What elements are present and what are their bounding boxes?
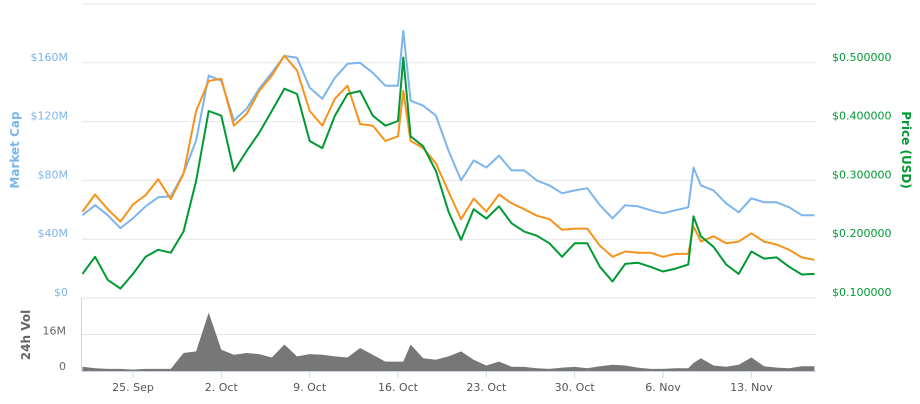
market-cap-axis: $0 $40M $80M $120M $160M xyxy=(31,51,69,299)
market-cap-tick-label: $120M xyxy=(31,110,69,123)
price-usd-line xyxy=(81,56,815,290)
volume-tick-label: 0 xyxy=(59,360,66,373)
market-cap-tick-label: $160M xyxy=(31,51,69,64)
x-tick-label: 30. Oct xyxy=(555,381,596,394)
x-tick-label: 6. Nov xyxy=(645,381,681,394)
market-cap-axis-title: Market Cap xyxy=(8,111,22,189)
x-axis: 25. Sep 2. Oct 9. Oct 16. Oct 23. Oct 30. Oct… xyxy=(81,371,816,394)
price-tick-label: $0.400000 xyxy=(832,110,892,123)
price-tick-label: $0.300000 xyxy=(832,168,892,181)
volume-area xyxy=(82,312,815,371)
volume-axis: 0 16M xyxy=(43,325,67,374)
x-tick-label: 13. Nov xyxy=(730,381,773,394)
price-axis-title: Price (USD) xyxy=(899,111,913,189)
price-tick-label: $0.500000 xyxy=(832,51,892,64)
x-tick-label: 2. Oct xyxy=(205,381,239,394)
market-cap-line xyxy=(81,29,815,230)
price-tick-label: $0.200000 xyxy=(832,227,892,240)
price-axis: $0.100000 $0.200000 $0.300000 $0.400000 $0.5… xyxy=(832,51,892,299)
x-tick-label: 23. Oct xyxy=(466,381,507,394)
series-layer xyxy=(81,29,815,371)
x-tick-label: 25. Sep xyxy=(112,381,154,394)
market-cap-tick-label: $80M xyxy=(38,168,69,181)
price-tick-label: $0.100000 xyxy=(832,286,892,299)
volume-tick-label: 16M xyxy=(43,325,67,338)
x-tick-label: 16. Oct xyxy=(378,381,419,394)
market-cap-tick-label: $0 xyxy=(54,286,68,299)
price-line-orange xyxy=(81,54,815,261)
market-cap-tick-label: $40M xyxy=(38,227,69,240)
volume-axis-title: 24h Vol xyxy=(19,310,33,360)
x-tick-label: 9. Oct xyxy=(293,381,327,394)
